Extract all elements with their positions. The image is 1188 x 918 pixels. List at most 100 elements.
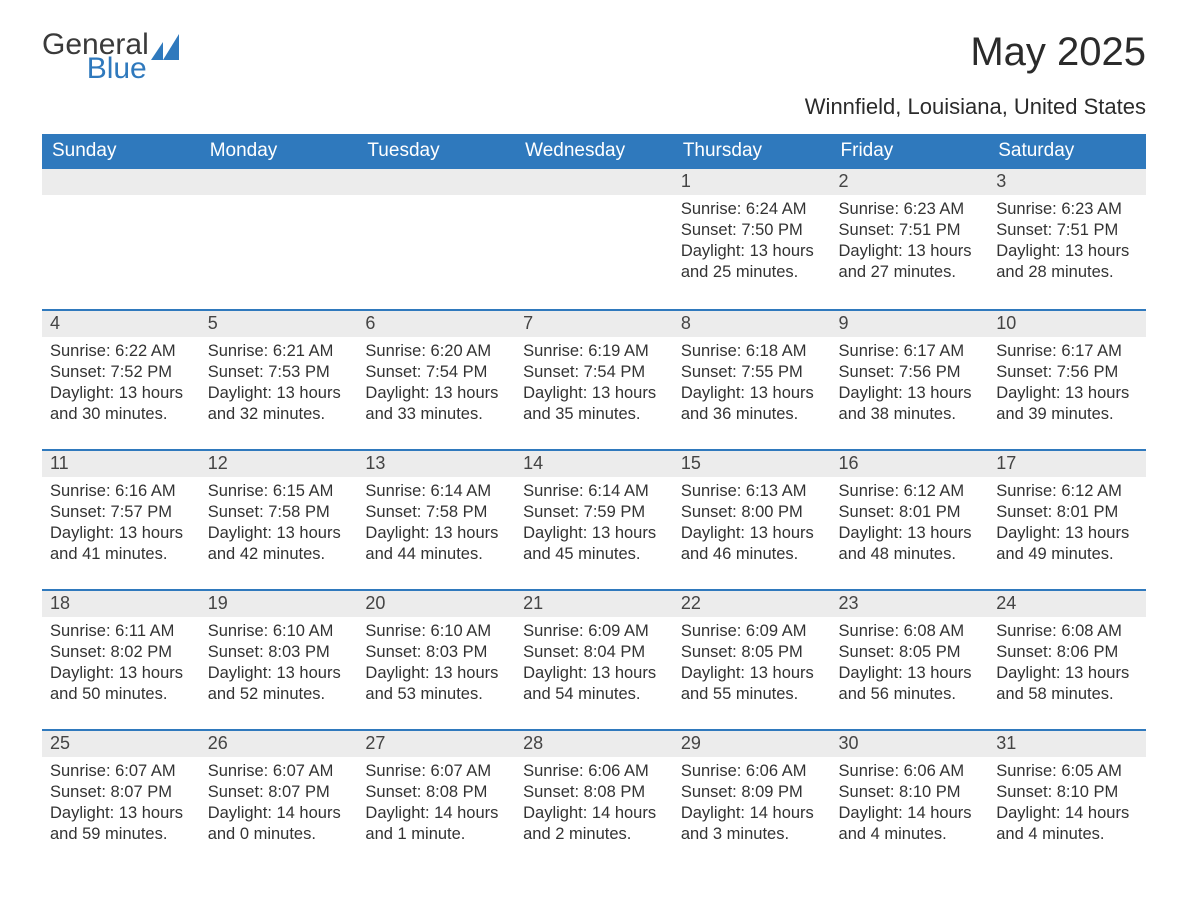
sunset-line: Sunset: 7:53 PM (208, 362, 350, 383)
day-number: 9 (831, 309, 989, 337)
sunrise-line: Sunrise: 6:21 AM (208, 341, 350, 362)
calendar-cell: 9Sunrise: 6:17 AMSunset: 7:56 PMDaylight… (831, 309, 989, 449)
daylight-line: Daylight: 13 hours and 52 minutes. (208, 663, 350, 705)
day-details: Sunrise: 6:12 AMSunset: 8:01 PMDaylight:… (831, 477, 989, 571)
day-details: Sunrise: 6:06 AMSunset: 8:10 PMDaylight:… (831, 757, 989, 851)
calendar-cell: 6Sunrise: 6:20 AMSunset: 7:54 PMDaylight… (357, 309, 515, 449)
daylight-line: Daylight: 13 hours and 25 minutes. (681, 241, 823, 283)
daylight-line: Daylight: 13 hours and 38 minutes. (839, 383, 981, 425)
weekday-heading: Friday (831, 134, 989, 169)
weekday-heading: Saturday (988, 134, 1146, 169)
day-number: 12 (200, 449, 358, 477)
calendar-cell: 12Sunrise: 6:15 AMSunset: 7:58 PMDayligh… (200, 449, 358, 589)
sunset-line: Sunset: 8:01 PM (996, 502, 1138, 523)
day-details: Sunrise: 6:06 AMSunset: 8:09 PMDaylight:… (673, 757, 831, 851)
daylight-line: Daylight: 13 hours and 36 minutes. (681, 383, 823, 425)
sunset-line: Sunset: 7:56 PM (839, 362, 981, 383)
day-details: Sunrise: 6:09 AMSunset: 8:04 PMDaylight:… (515, 617, 673, 711)
sunrise-line: Sunrise: 6:14 AM (365, 481, 507, 502)
day-number: 28 (515, 729, 673, 757)
empty-day-bar (357, 169, 515, 195)
calendar-cell (200, 169, 358, 309)
day-number: 6 (357, 309, 515, 337)
day-details: Sunrise: 6:07 AMSunset: 8:07 PMDaylight:… (200, 757, 358, 851)
daylight-line: Daylight: 13 hours and 28 minutes. (996, 241, 1138, 283)
daylight-line: Daylight: 13 hours and 56 minutes. (839, 663, 981, 705)
sunset-line: Sunset: 7:57 PM (50, 502, 192, 523)
day-details: Sunrise: 6:11 AMSunset: 8:02 PMDaylight:… (42, 617, 200, 711)
weekday-heading: Thursday (673, 134, 831, 169)
calendar-cell: 1Sunrise: 6:24 AMSunset: 7:50 PMDaylight… (673, 169, 831, 309)
sunset-line: Sunset: 7:58 PM (365, 502, 507, 523)
sunrise-line: Sunrise: 6:10 AM (208, 621, 350, 642)
daylight-line: Daylight: 13 hours and 53 minutes. (365, 663, 507, 705)
sunrise-line: Sunrise: 6:07 AM (50, 761, 192, 782)
day-details: Sunrise: 6:23 AMSunset: 7:51 PMDaylight:… (831, 195, 989, 289)
sunrise-line: Sunrise: 6:16 AM (50, 481, 192, 502)
calendar-cell: 17Sunrise: 6:12 AMSunset: 8:01 PMDayligh… (988, 449, 1146, 589)
logo: General Blue (42, 30, 185, 84)
calendar-cell: 14Sunrise: 6:14 AMSunset: 7:59 PMDayligh… (515, 449, 673, 589)
sunrise-line: Sunrise: 6:18 AM (681, 341, 823, 362)
sunset-line: Sunset: 8:01 PM (839, 502, 981, 523)
daylight-line: Daylight: 13 hours and 58 minutes. (996, 663, 1138, 705)
day-number: 15 (673, 449, 831, 477)
daylight-line: Daylight: 13 hours and 50 minutes. (50, 663, 192, 705)
sunset-line: Sunset: 8:09 PM (681, 782, 823, 803)
day-details: Sunrise: 6:23 AMSunset: 7:51 PMDaylight:… (988, 195, 1146, 289)
empty-day-bar (515, 169, 673, 195)
day-details: Sunrise: 6:24 AMSunset: 7:50 PMDaylight:… (673, 195, 831, 289)
sunset-line: Sunset: 8:05 PM (839, 642, 981, 663)
weekday-heading: Tuesday (357, 134, 515, 169)
calendar-cell: 18Sunrise: 6:11 AMSunset: 8:02 PMDayligh… (42, 589, 200, 729)
empty-day-bar (42, 169, 200, 195)
calendar-cell: 2Sunrise: 6:23 AMSunset: 7:51 PMDaylight… (831, 169, 989, 309)
day-number: 5 (200, 309, 358, 337)
sunrise-line: Sunrise: 6:23 AM (996, 199, 1138, 220)
logo-mark-icon (151, 34, 185, 60)
sunset-line: Sunset: 8:07 PM (50, 782, 192, 803)
daylight-line: Daylight: 13 hours and 33 minutes. (365, 383, 507, 425)
day-details: Sunrise: 6:20 AMSunset: 7:54 PMDaylight:… (357, 337, 515, 431)
day-number: 7 (515, 309, 673, 337)
calendar-row: 11Sunrise: 6:16 AMSunset: 7:57 PMDayligh… (42, 449, 1146, 589)
day-details: Sunrise: 6:05 AMSunset: 8:10 PMDaylight:… (988, 757, 1146, 851)
sunrise-line: Sunrise: 6:06 AM (839, 761, 981, 782)
sunset-line: Sunset: 7:51 PM (839, 220, 981, 241)
sunrise-line: Sunrise: 6:08 AM (839, 621, 981, 642)
day-number: 25 (42, 729, 200, 757)
sunset-line: Sunset: 7:50 PM (681, 220, 823, 241)
sunset-line: Sunset: 8:03 PM (208, 642, 350, 663)
day-number: 14 (515, 449, 673, 477)
sunset-line: Sunset: 8:00 PM (681, 502, 823, 523)
day-details: Sunrise: 6:16 AMSunset: 7:57 PMDaylight:… (42, 477, 200, 571)
sunset-line: Sunset: 8:03 PM (365, 642, 507, 663)
day-number: 19 (200, 589, 358, 617)
daylight-line: Daylight: 13 hours and 44 minutes. (365, 523, 507, 565)
calendar-row: 1Sunrise: 6:24 AMSunset: 7:50 PMDaylight… (42, 169, 1146, 309)
daylight-line: Daylight: 13 hours and 41 minutes. (50, 523, 192, 565)
sunrise-line: Sunrise: 6:17 AM (996, 341, 1138, 362)
calendar-cell: 27Sunrise: 6:07 AMSunset: 8:08 PMDayligh… (357, 729, 515, 869)
calendar-cell: 19 Sunrise: 6:10 AMSunset: 8:03 PMDayligh… (200, 589, 358, 729)
sunset-line: Sunset: 7:54 PM (523, 362, 665, 383)
location-subtitle: Winnfield, Louisiana, United States (42, 94, 1146, 120)
daylight-line: Daylight: 13 hours and 54 minutes. (523, 663, 665, 705)
day-details: Sunrise: 6:19 AMSunset: 7:54 PMDaylight:… (515, 337, 673, 431)
day-number: 30 (831, 729, 989, 757)
day-details: Sunrise: 6:22 AMSunset: 7:52 PMDaylight:… (42, 337, 200, 431)
sunrise-line: Sunrise: 6:08 AM (996, 621, 1138, 642)
day-number: 1 (673, 169, 831, 195)
sunset-line: Sunset: 8:07 PM (208, 782, 350, 803)
daylight-line: Daylight: 13 hours and 42 minutes. (208, 523, 350, 565)
daylight-line: Daylight: 14 hours and 3 minutes. (681, 803, 823, 845)
calendar-table: Sunday Monday Tuesday Wednesday Thursday… (42, 134, 1146, 869)
day-details: Sunrise: 6:08 AMSunset: 8:05 PMDaylight:… (831, 617, 989, 711)
sunrise-line: Sunrise: 6:07 AM (365, 761, 507, 782)
daylight-line: Daylight: 13 hours and 39 minutes. (996, 383, 1138, 425)
day-details: Sunrise: 6:08 AMSunset: 8:06 PMDaylight:… (988, 617, 1146, 711)
empty-day-bar (200, 169, 358, 195)
calendar-cell: 23Sunrise: 6:08 AMSunset: 8:05 PMDayligh… (831, 589, 989, 729)
daylight-line: Daylight: 13 hours and 45 minutes. (523, 523, 665, 565)
sunrise-line: Sunrise: 6:22 AM (50, 341, 192, 362)
